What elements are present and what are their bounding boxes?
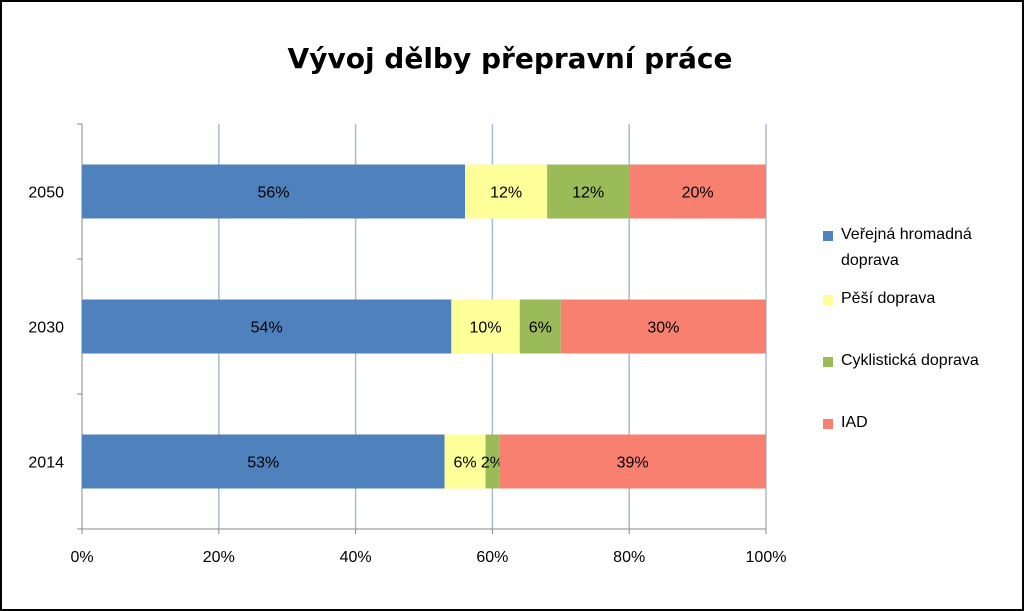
x-tick-label: 40% — [340, 549, 372, 566]
bar-segment — [82, 299, 452, 354]
data-label: 56% — [258, 185, 290, 202]
legend-label: Cyklistická doprava — [841, 352, 979, 369]
bar-segment — [465, 164, 548, 219]
legend-swatch — [823, 419, 833, 429]
data-label: 12% — [490, 185, 522, 202]
bar-segment — [547, 164, 630, 219]
chart-title: Vývoj dělby přepravní práce — [287, 42, 733, 75]
bar-segment — [499, 434, 766, 489]
data-label: 39% — [617, 455, 649, 472]
data-label: 54% — [251, 320, 283, 337]
data-label: 6% — [529, 320, 552, 337]
y-tick-label: 2014 — [28, 455, 64, 472]
y-tick-label: 2050 — [28, 185, 64, 202]
bar-segment — [451, 299, 520, 354]
legend-label: Veřejná hromadná doprava — [841, 226, 972, 269]
data-label: 2% — [481, 455, 504, 472]
x-tick-label: 60% — [476, 549, 508, 566]
data-label: 53% — [247, 455, 279, 472]
legend-swatch — [823, 295, 833, 305]
data-label: 6% — [453, 455, 476, 472]
data-label: 30% — [647, 320, 679, 337]
x-tick-label: 80% — [613, 549, 645, 566]
x-tick-label: 0% — [70, 549, 93, 566]
y-tick-label: 2030 — [28, 320, 64, 337]
data-label: 12% — [572, 185, 604, 202]
legend-swatch — [823, 357, 833, 367]
bar-segment — [82, 164, 466, 219]
legend-label: Pěší doprava — [841, 290, 936, 307]
data-label: 10% — [470, 320, 502, 337]
bar-segment — [560, 299, 766, 354]
bar-segment — [519, 299, 561, 354]
x-tick-label: 100% — [746, 549, 787, 566]
legend-swatch — [823, 231, 833, 241]
x-tick-label: 20% — [203, 549, 235, 566]
data-label: 20% — [682, 185, 714, 202]
bar-segment — [485, 434, 500, 489]
bar-segment — [82, 434, 445, 489]
bar-segment — [629, 164, 766, 219]
legend-label: IAD — [841, 414, 868, 431]
bar-segment — [444, 434, 486, 489]
